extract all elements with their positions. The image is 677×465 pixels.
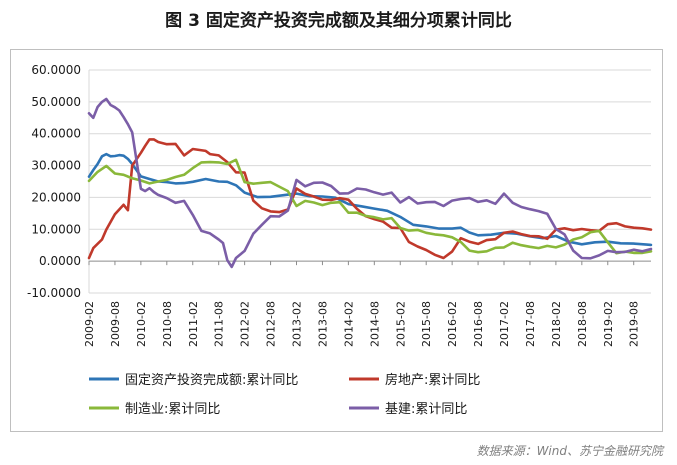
series-line-2 bbox=[87, 138, 653, 260]
y-tick-label: 30.0000 bbox=[31, 159, 81, 173]
legend-label-1: 固定资产投资完成额:累计同比 bbox=[125, 372, 298, 388]
x-tick-label: 2012-02 bbox=[239, 301, 252, 347]
x-tick-label: 2011-02 bbox=[187, 301, 200, 347]
x-tick-label: 2010-08 bbox=[161, 301, 174, 347]
line-chart: 60.0000 50.0000 40.0000 30.0000 20.0000 10.00… bbox=[27, 63, 653, 417]
source-note: 数据来源：Wind、苏宁金融研究院 bbox=[476, 444, 663, 458]
x-tick-label: 2012-08 bbox=[265, 301, 278, 347]
y-tick-label: 0.0000 bbox=[39, 254, 81, 268]
legend-label-3: 制造业:累计同比 bbox=[125, 402, 220, 417]
gridlines bbox=[88, 69, 651, 294]
x-tick-label: 2015-08 bbox=[420, 301, 433, 347]
x-tick-label: 2009-02 bbox=[83, 301, 96, 347]
y-tick-label: -10.0000 bbox=[27, 286, 81, 300]
legend-label-4: 基建:累计同比 bbox=[385, 402, 467, 417]
x-tick-label: 2019-02 bbox=[602, 301, 615, 347]
series-line-1 bbox=[87, 152, 653, 247]
legend-label-2: 房地产:累计同比 bbox=[385, 372, 480, 388]
x-tick-label: 2019-08 bbox=[628, 301, 641, 347]
y-tick-label: 20.0000 bbox=[31, 190, 81, 204]
chart-title: 图 3 固定资产投资完成额及其细分项累计同比 bbox=[165, 11, 512, 31]
x-tick-label: 2017-02 bbox=[498, 301, 511, 347]
x-tick-label: 2018-02 bbox=[550, 301, 563, 347]
x-tick-label: 2018-08 bbox=[576, 301, 589, 347]
x-tick-label: 2014-02 bbox=[342, 301, 355, 347]
x-tick-label: 2013-08 bbox=[316, 301, 329, 347]
x-tick-label: 2015-02 bbox=[394, 301, 407, 347]
x-tick-label: 2010-02 bbox=[135, 301, 148, 347]
y-axis-ticks: 60.0000 50.0000 40.0000 30.0000 20.0000 10.00… bbox=[27, 63, 81, 300]
series-lines bbox=[87, 97, 653, 269]
x-tick-label: 2016-02 bbox=[446, 301, 459, 347]
y-tick-label: 10.0000 bbox=[31, 222, 81, 236]
y-tick-label: 50.0000 bbox=[31, 95, 81, 109]
x-tick-label: 2017-08 bbox=[524, 301, 537, 347]
chart-frame: 60.0000 50.0000 40.0000 30.0000 20.0000 10.00… bbox=[10, 49, 663, 432]
x-tick-label: 2009-08 bbox=[109, 301, 122, 347]
y-tick-label: 40.0000 bbox=[31, 127, 81, 141]
x-axis-ticks: 2009-02 2009-08 2010-02 2010-08 2011-02 2011-… bbox=[83, 261, 641, 347]
x-tick-label: 2011-08 bbox=[213, 301, 226, 347]
series-line-4 bbox=[87, 97, 653, 269]
x-tick-label: 2014-08 bbox=[368, 301, 381, 347]
y-tick-label: 60.0000 bbox=[31, 63, 81, 77]
series-line-3 bbox=[87, 158, 653, 255]
x-tick-label: 2016-08 bbox=[472, 301, 485, 347]
x-tick-label: 2013-02 bbox=[291, 301, 304, 347]
